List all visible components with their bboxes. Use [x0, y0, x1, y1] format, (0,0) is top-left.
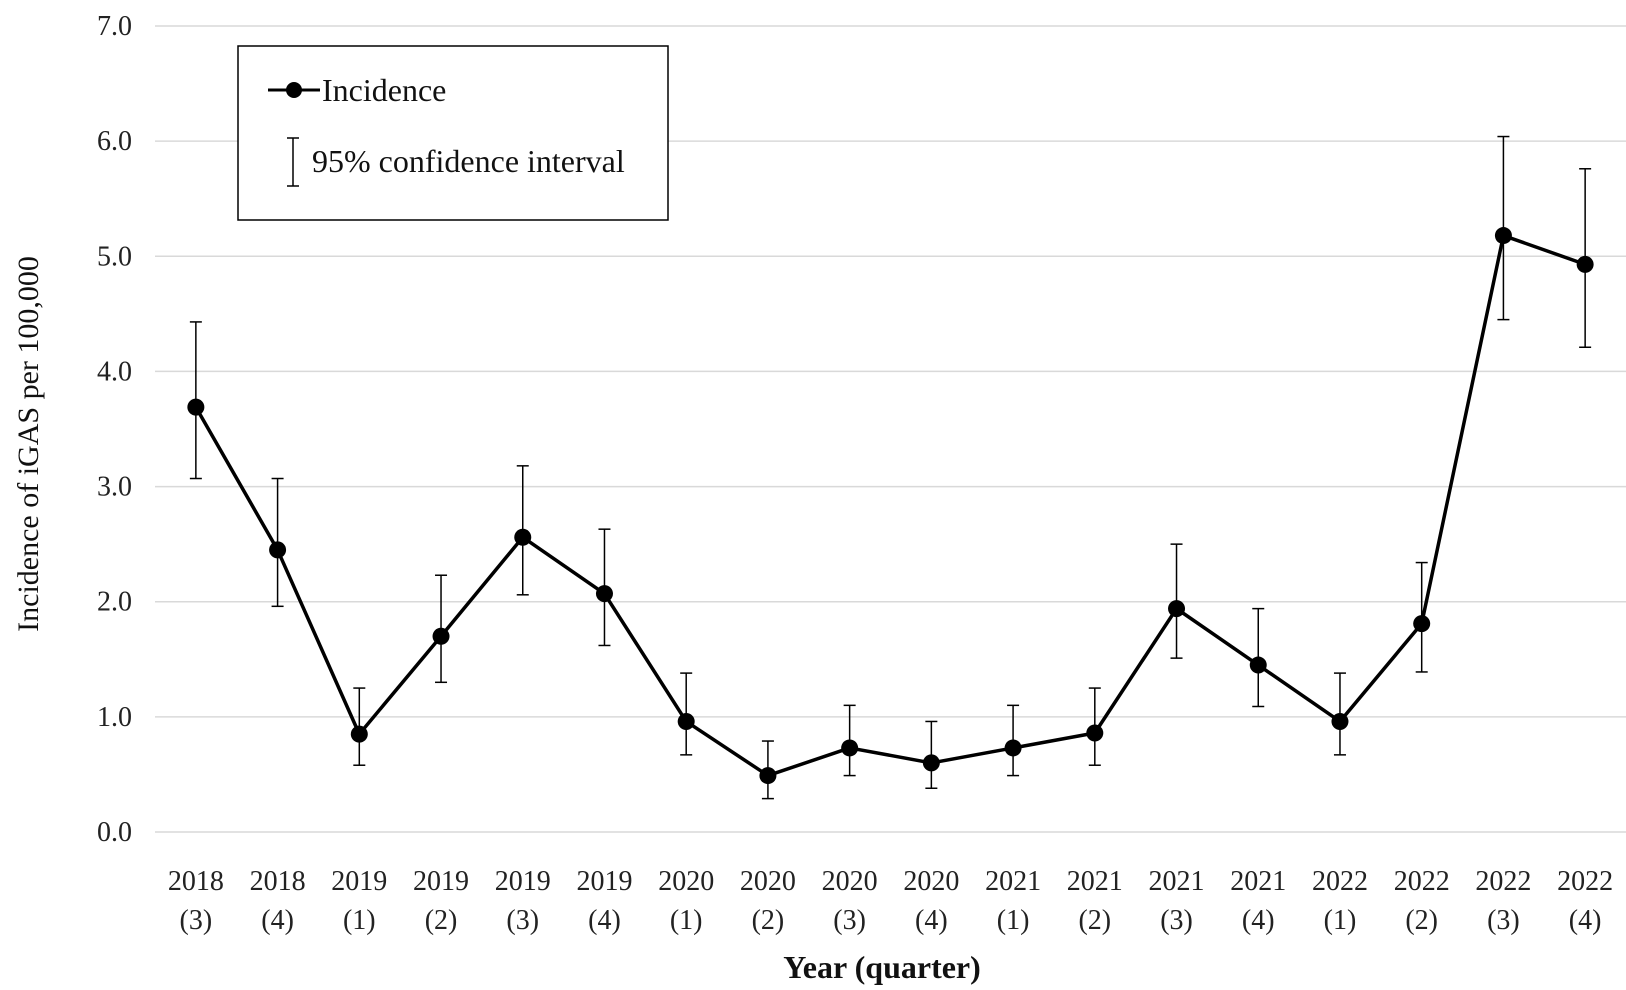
x-tick-quarter-4: (3): [506, 905, 539, 936]
legend: Incidence 95% confidence interval: [237, 45, 669, 221]
x-tick-year-4: 2019: [495, 866, 551, 897]
x-tick-year-16: 2022: [1475, 866, 1531, 897]
x-tick-year-12: 2021: [1149, 866, 1205, 897]
x-axis-ticks: 2018 (3) 2018 (4) 2019 (1) 2019 (2) 2019 (3) 2019 (…: [168, 866, 1613, 936]
legend-entry-ci: 95% confidence interval: [312, 143, 625, 179]
legend-point-swatch: [286, 82, 302, 98]
data-point-2: [350, 725, 368, 743]
x-tick-year-5: 2019: [576, 866, 632, 897]
y-axis-title: Incidence of iGAS per 100,000: [12, 256, 45, 632]
data-point-8: [841, 739, 859, 757]
x-tick-quarter-2: (1): [343, 905, 376, 936]
data-point-10: [1004, 739, 1022, 757]
x-tick-quarter-3: (2): [425, 905, 458, 936]
data-point-12: [1168, 600, 1186, 618]
legend-entry-incidence: Incidence: [322, 72, 446, 108]
data-point-16: [1494, 227, 1512, 245]
y-tick-label-5: 5.0: [97, 241, 132, 272]
error-bars: [189, 135, 1592, 800]
x-tick-year-1: 2018: [250, 866, 306, 897]
x-tick-quarter-15: (2): [1405, 905, 1438, 936]
x-tick-quarter-7: (2): [752, 905, 785, 936]
x-tick-year-10: 2021: [985, 866, 1041, 897]
x-tick-year-9: 2020: [903, 866, 959, 897]
data-point-17: [1576, 255, 1594, 273]
data-point-3: [432, 627, 450, 645]
series-line-0: [194, 233, 1586, 778]
y-tick-label-3: 3.0: [97, 472, 132, 503]
data-point-5: [595, 585, 613, 603]
y-tick-label-1: 1.0: [97, 702, 132, 733]
data-point-6: [677, 712, 695, 730]
x-axis-title: Year (quarter): [783, 949, 981, 985]
x-tick-quarter-11: (2): [1078, 905, 1111, 936]
x-tick-year-0: 2018: [168, 866, 224, 897]
y-tick-label-0: 0.0: [97, 817, 132, 848]
y-tick-label-2: 2.0: [97, 587, 132, 618]
x-tick-quarter-17: (4): [1569, 905, 1602, 936]
x-tick-year-2: 2019: [331, 866, 387, 897]
x-tick-quarter-0: (3): [180, 905, 213, 936]
data-point-11: [1086, 724, 1104, 742]
x-tick-year-3: 2019: [413, 866, 469, 897]
x-tick-year-11: 2021: [1067, 866, 1123, 897]
x-tick-year-8: 2020: [822, 866, 878, 897]
y-axis-ticks: 0.0 1.0 2.0 3.0 4.0 5.0 6.0 7.0: [97, 11, 132, 848]
x-tick-quarter-5: (4): [588, 905, 621, 936]
x-tick-quarter-1: (4): [261, 905, 294, 936]
data-point-0: [187, 398, 205, 416]
y-tick-label-4: 4.0: [97, 356, 132, 387]
data-point-7: [759, 767, 777, 785]
x-tick-quarter-9: (4): [915, 905, 948, 936]
x-tick-year-14: 2022: [1312, 866, 1368, 897]
data-point-1: [269, 541, 287, 559]
data-point-9: [922, 754, 940, 772]
y-tick-label-7: 7.0: [97, 11, 132, 42]
x-tick-quarter-14: (1): [1324, 905, 1357, 936]
x-tick-year-7: 2020: [740, 866, 796, 897]
x-tick-quarter-12: (3): [1160, 905, 1193, 936]
x-tick-year-6: 2020: [658, 866, 714, 897]
data-point-13: [1249, 656, 1267, 674]
x-tick-year-15: 2022: [1394, 866, 1450, 897]
series-points: [187, 227, 1594, 785]
x-tick-quarter-8: (3): [833, 905, 866, 936]
data-point-14: [1331, 712, 1349, 730]
y-tick-label-6: 6.0: [97, 126, 132, 157]
series-lines: [194, 233, 1586, 778]
x-tick-year-17: 2022: [1557, 866, 1613, 897]
data-point-4: [514, 528, 532, 546]
x-tick-quarter-10: (1): [997, 905, 1030, 936]
x-tick-year-13: 2021: [1230, 866, 1286, 897]
legend-box: [237, 45, 669, 221]
x-tick-quarter-16: (3): [1487, 905, 1520, 936]
data-point-15: [1413, 615, 1431, 633]
x-tick-quarter-6: (1): [670, 905, 703, 936]
x-tick-quarter-13: (4): [1242, 905, 1275, 936]
